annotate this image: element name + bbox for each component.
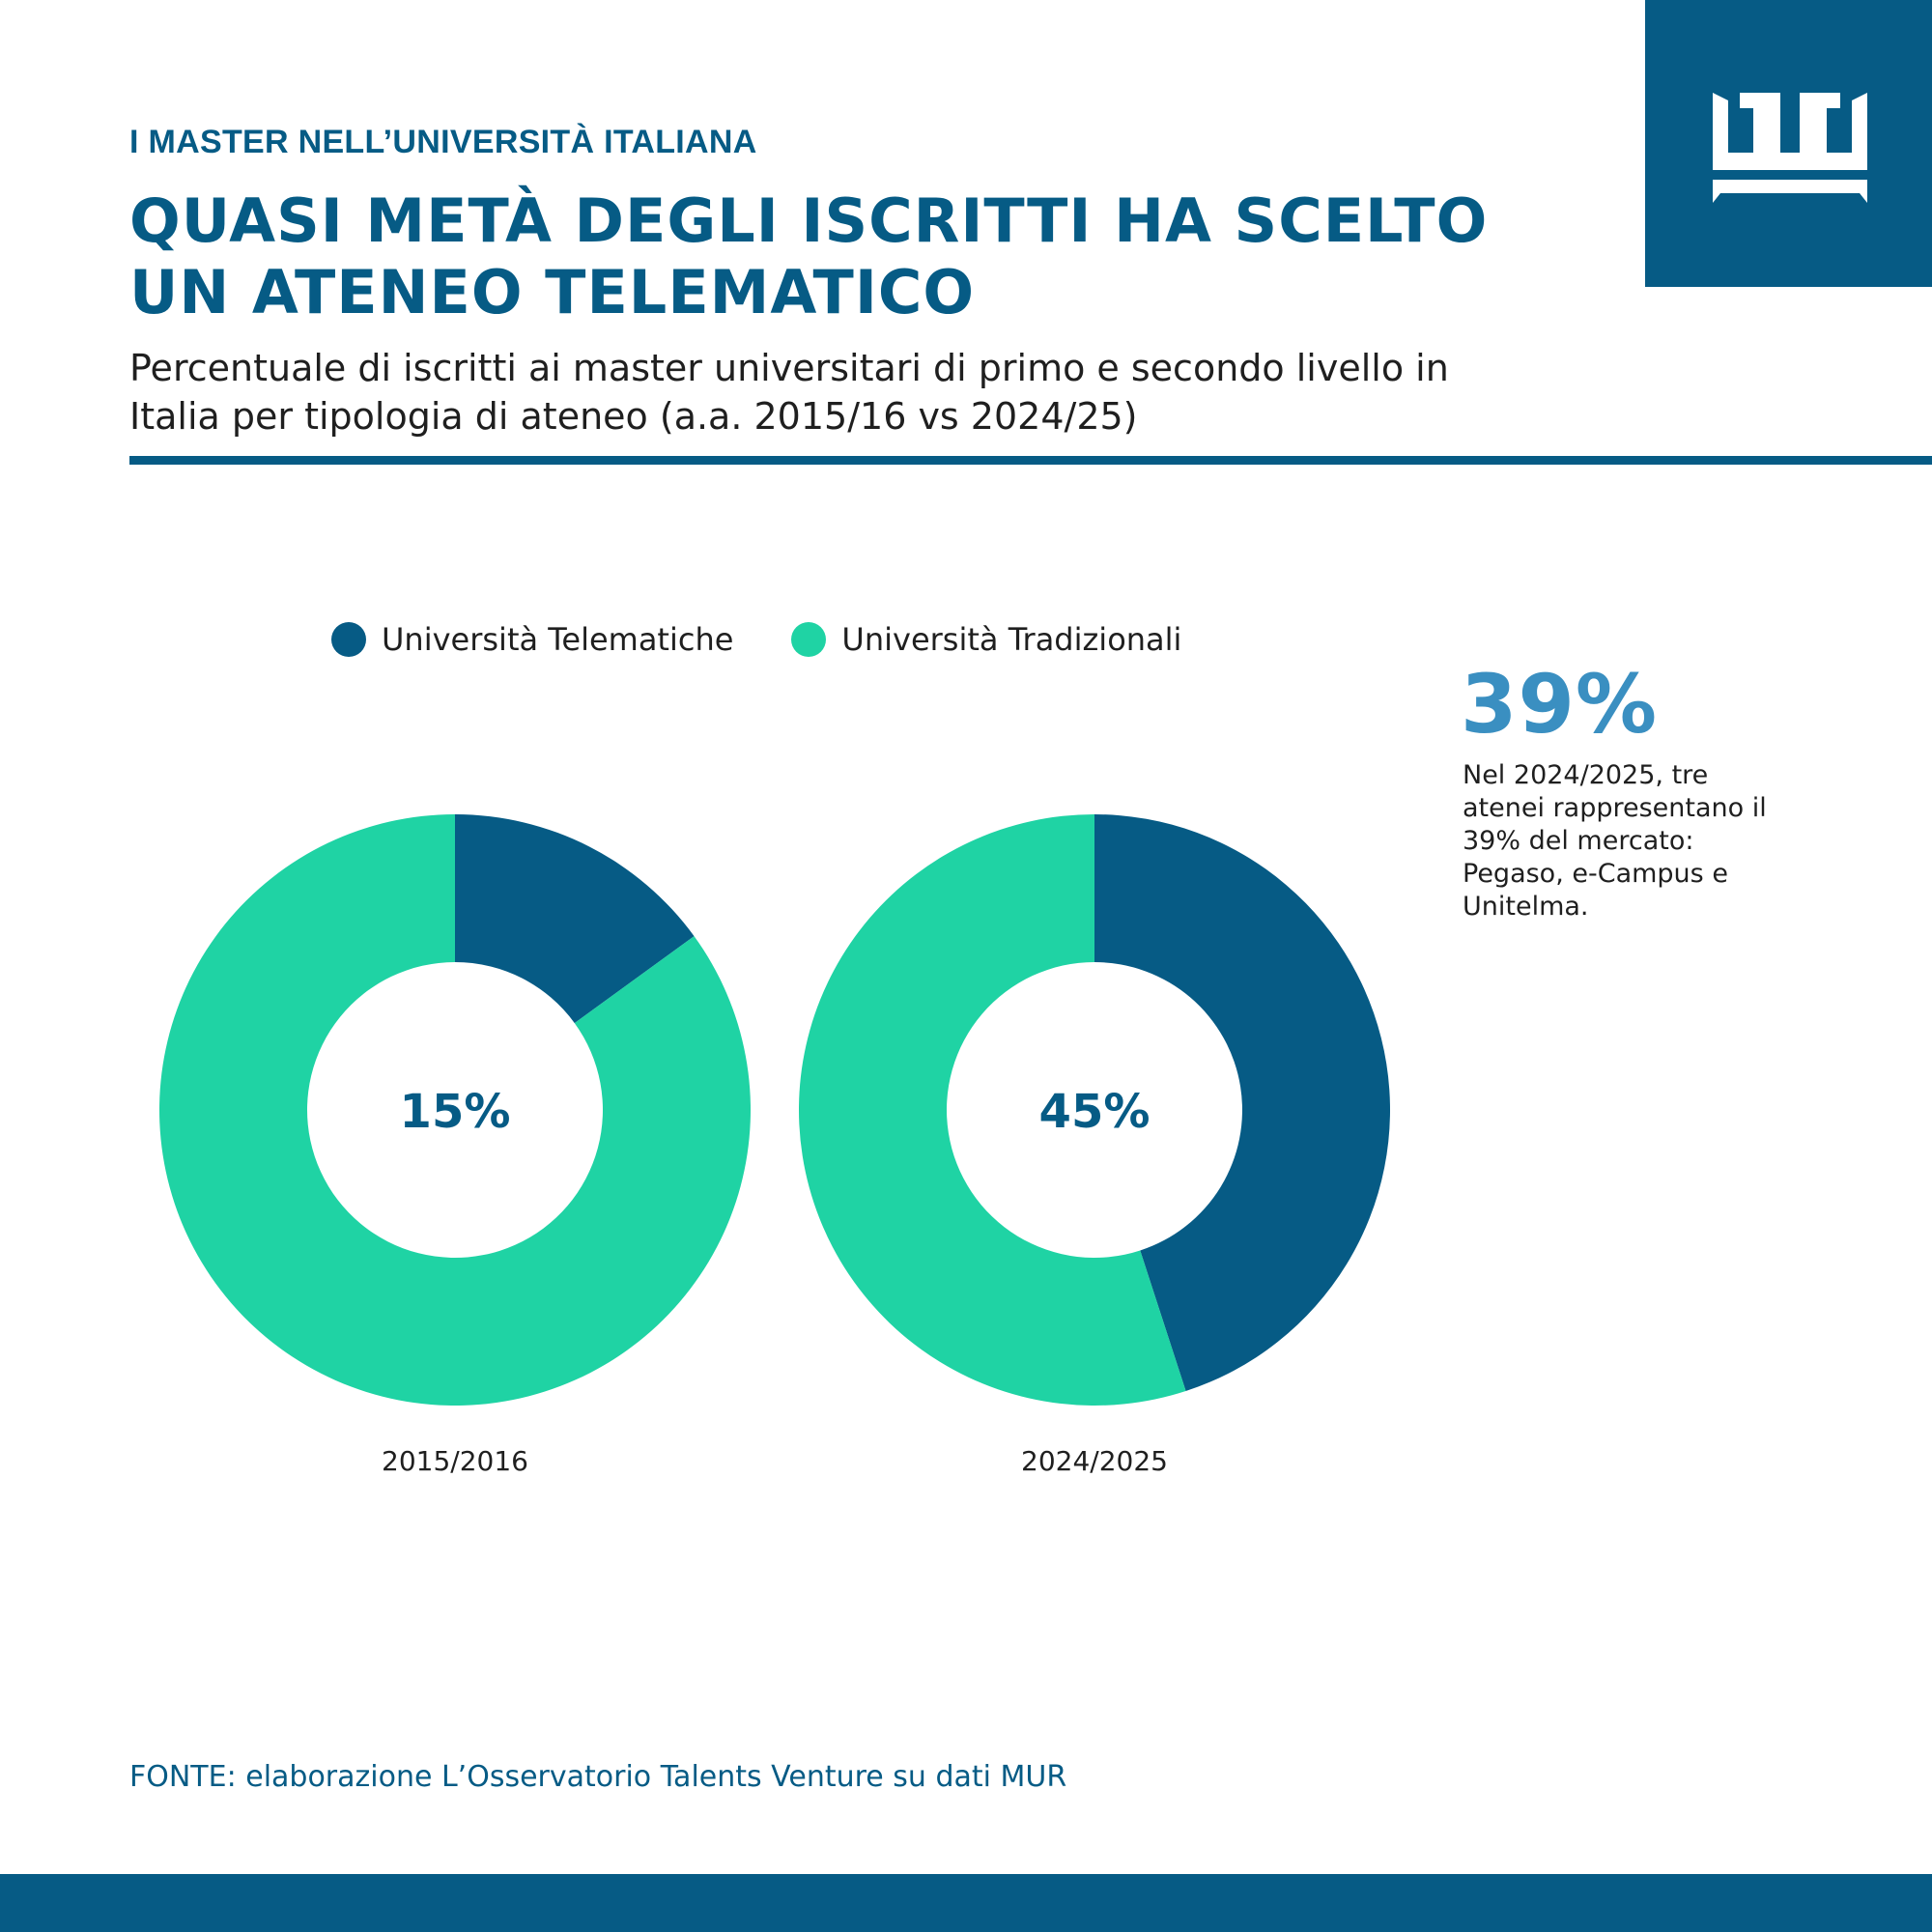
donut-center-label: 45%: [1039, 1085, 1151, 1139]
callout-line: Pegaso, e-Campus e: [1463, 859, 1728, 889]
chart-legend: Università Telematiche Università Tradiz…: [331, 618, 1239, 661]
title-line: QUASI METÀ DEGLI ISCRITTI HA SCELTO: [129, 185, 1489, 256]
subtitle: Percentuale di iscritti ai master univer…: [129, 344, 1636, 440]
donut-slice-telematiche: [455, 814, 695, 1024]
donut-center-label: 15%: [400, 1085, 511, 1139]
callout-value: 39%: [1461, 657, 1659, 752]
callout-text: Nel 2024/2025, tre atenei rappresentano …: [1463, 759, 1878, 923]
donut-slice-tradizionali: [799, 814, 1186, 1406]
logo-box: [1645, 0, 1932, 287]
subtitle-line: Percentuale di iscritti ai master univer…: [129, 347, 1449, 389]
donut-slice-telematiche: [1094, 814, 1391, 1392]
title-line: UN ATENEO TELEMATICO: [129, 257, 976, 327]
kicker: I MASTER NELL’UNIVERSITÀ ITALIANA: [129, 124, 757, 160]
header-divider: [129, 456, 1932, 465]
callout-line: atenei rappresentano il: [1463, 793, 1767, 823]
page-title: QUASI METÀ DEGLI ISCRITTI HA SCELTO UN A…: [129, 185, 1636, 328]
legend-label: Università Telematiche: [382, 621, 734, 658]
legend-item-telematiche: Università Telematiche: [331, 621, 733, 658]
legend-swatch-telematiche: [331, 622, 366, 657]
callout-line: Nel 2024/2025, tre: [1463, 760, 1709, 790]
donut-slice-tradizionali: [158, 814, 751, 1406]
crown-logo-icon: [1713, 93, 1867, 203]
legend-swatch-tradizionali: [791, 622, 827, 657]
source-note: FONTE: elaborazione L’Osservatorio Talen…: [129, 1760, 1067, 1794]
donut-period-label: 2015/2016: [382, 1445, 528, 1477]
callout-line: Unitelma.: [1463, 892, 1589, 922]
footer-bar: [0, 1874, 1932, 1932]
legend-label: Università Tradizionali: [841, 621, 1182, 658]
subtitle-line: Italia per tipologia di ateneo (a.a. 201…: [129, 395, 1138, 438]
callout-line: 39% del mercato:: [1463, 826, 1694, 856]
legend-item-tradizionali: Università Tradizionali: [791, 621, 1181, 658]
donut-period-label: 2024/2025: [1021, 1445, 1168, 1477]
